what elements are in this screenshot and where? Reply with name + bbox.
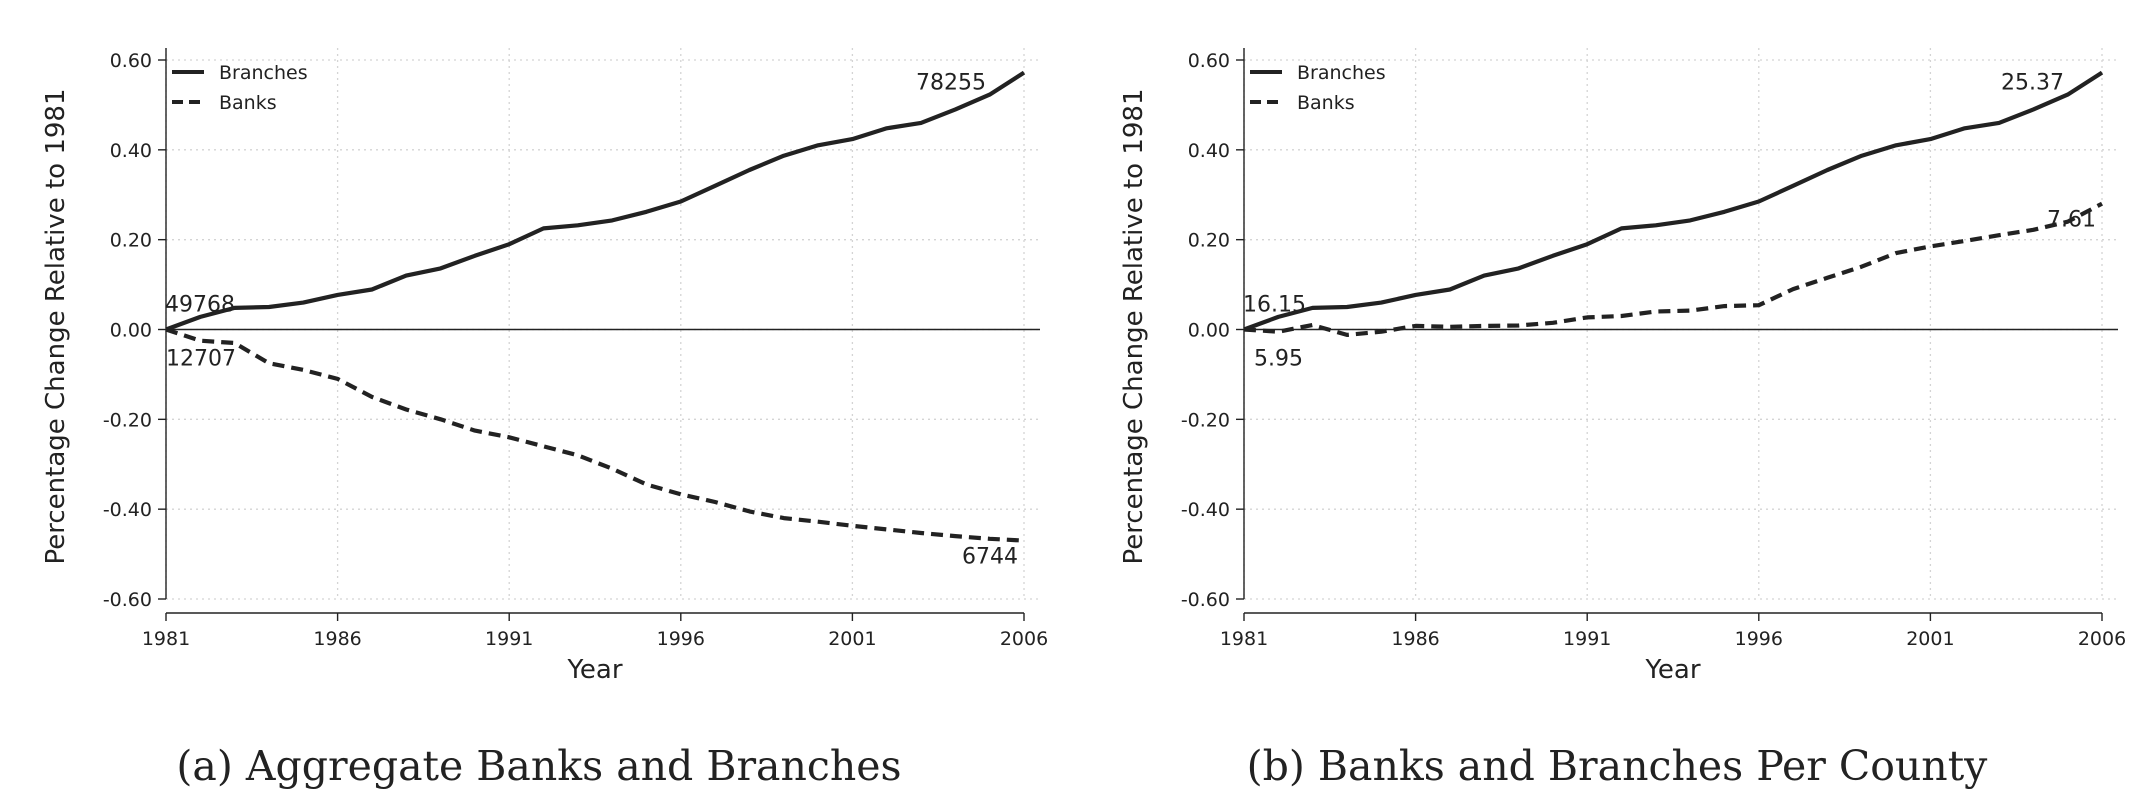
chart-a-caption: (a) Aggregate Banks and Branches [176,742,902,790]
chart-b-branches-end-label: 25.37 [2001,71,2064,96]
chart-b-x-tick-label: 1991 [1563,628,1611,650]
chart-b-x-tick-label: 1981 [1220,628,1268,650]
chart-b-y-tick-label: 0.40 [1188,140,1230,162]
chart-a-legend-banks-label: Banks [219,92,277,114]
chart-b-banks-end-label: 7.61 [2047,208,2096,233]
chart-a-branches-end-label: 78255 [916,71,986,96]
chart-b-branches-start-label: 16.15 [1243,293,1306,318]
chart-b-series-banks-line [1243,201,2103,337]
chart-a-y-tick-label: -0.40 [103,499,152,521]
chart-b-legend-banks-label: Banks [1297,92,1355,114]
chart-a-x-axis-title: Year [566,655,622,685]
chart-b-x-axis-title: Year [1644,655,1700,685]
chart-b-y-tick-label: -0.40 [1181,499,1230,521]
chart-a-y-tick-label: -0.20 [103,409,152,431]
chart-b-x-tick-label: 1986 [1391,628,1439,650]
chart-a-x-tick-label: 2001 [828,628,876,650]
chart-b-x-tick-label: 2006 [2078,628,2126,650]
chart-a-y-axis-title: Percentage Change Relative to 1981 [41,89,71,565]
chart-a-x-tick-label: 1991 [485,628,533,650]
chart-a-x-tick-label: 1996 [657,628,705,650]
chart-a-legend-branches-label: Branches [219,62,308,84]
chart-a-y-tick-label: 0.20 [110,230,152,252]
chart-a-x-tick-label: 1986 [313,628,361,650]
chart-a: 0.60 0.40 0.20 0.00 -0.20 -0.40 -0.60 1981 1986 1… [41,48,1048,685]
chart-a-branches-start-label: 49768 [165,293,235,318]
chart-a-banks-end-label: 6744 [962,545,1018,570]
chart-b-x-tick-label: 1996 [1735,628,1783,650]
chart-b-y-tick-label: 0.60 [1188,50,1230,72]
chart-a-series-banks-line [165,327,1025,543]
chart-b-legend-branches-label: Branches [1297,62,1386,84]
chart-a-y-tick-label: 0.40 [110,140,152,162]
chart-b-y-tick-label: -0.20 [1181,409,1230,431]
chart-b-y-tick-label: -0.60 [1181,589,1230,611]
chart-b-y-tick-label: 0.20 [1188,230,1230,252]
chart-a-x-tick-label: 2006 [1000,628,1048,650]
chart-b-y-tick-label: 0.00 [1188,320,1230,342]
chart-b-y-axis-title: Percentage Change Relative to 1981 [1119,89,1149,565]
chart-a-y-tick-label: 0.60 [110,50,152,72]
chart-a-x-tick-label: 1981 [142,628,190,650]
chart-b-caption: (b) Banks and Branches Per County [1246,742,1988,790]
chart-a-y-tick-label: 0.00 [110,320,152,342]
chart-a-series-branches-line [165,70,1026,332]
chart-b-x-tick-label: 2001 [1906,628,1954,650]
chart-b-series-branches-line [1243,70,2104,332]
chart-a-banks-start-label: 12707 [166,347,236,372]
chart-b: 0.60 0.40 0.20 0.00 -0.20 -0.40 -0.60 1981 1986 1… [1119,48,2126,685]
chart-a-y-tick-label: -0.60 [103,589,152,611]
chart-b-banks-start-label: 5.95 [1254,347,1303,372]
